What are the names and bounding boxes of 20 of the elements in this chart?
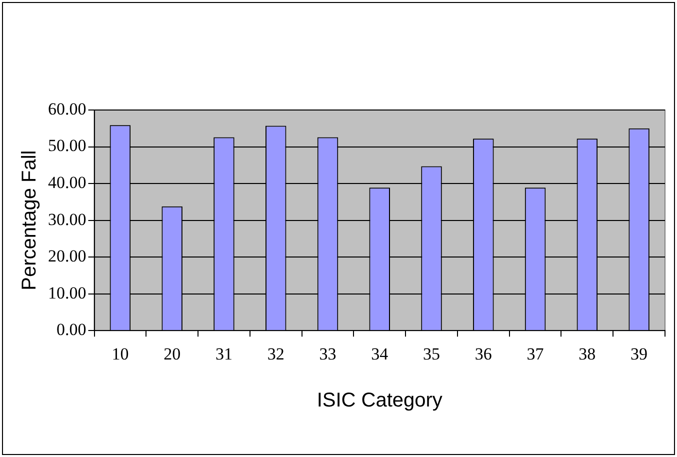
x-tick-label: 37 bbox=[526, 344, 544, 364]
x-tick-label: 31 bbox=[215, 344, 232, 364]
y-tick-label: 20.00 bbox=[48, 246, 86, 266]
x-tick-label: 33 bbox=[319, 344, 336, 364]
x-tick-label: 35 bbox=[423, 344, 440, 364]
x-tick-label: 20 bbox=[164, 344, 181, 364]
y-tick-label: 0.00 bbox=[56, 320, 86, 340]
x-axis-title: ISIC Category bbox=[316, 390, 442, 412]
y-tick-label: 60.00 bbox=[48, 99, 86, 118]
x-tick-label: 32 bbox=[267, 344, 284, 364]
y-tick-label: 40.00 bbox=[48, 173, 86, 192]
y-tick-label: 50.00 bbox=[48, 136, 86, 156]
y-tick-label: 30.00 bbox=[48, 210, 86, 229]
y-axis-title: Percentage Fall bbox=[18, 150, 41, 290]
x-tick-label: 10 bbox=[112, 344, 129, 364]
x-tick-label: 36 bbox=[474, 344, 492, 364]
x-tick-label: 38 bbox=[578, 344, 596, 364]
y-tick-label: 10.00 bbox=[48, 283, 86, 302]
x-tick-label: 34 bbox=[371, 344, 389, 364]
x-tick-label: 39 bbox=[630, 344, 648, 364]
